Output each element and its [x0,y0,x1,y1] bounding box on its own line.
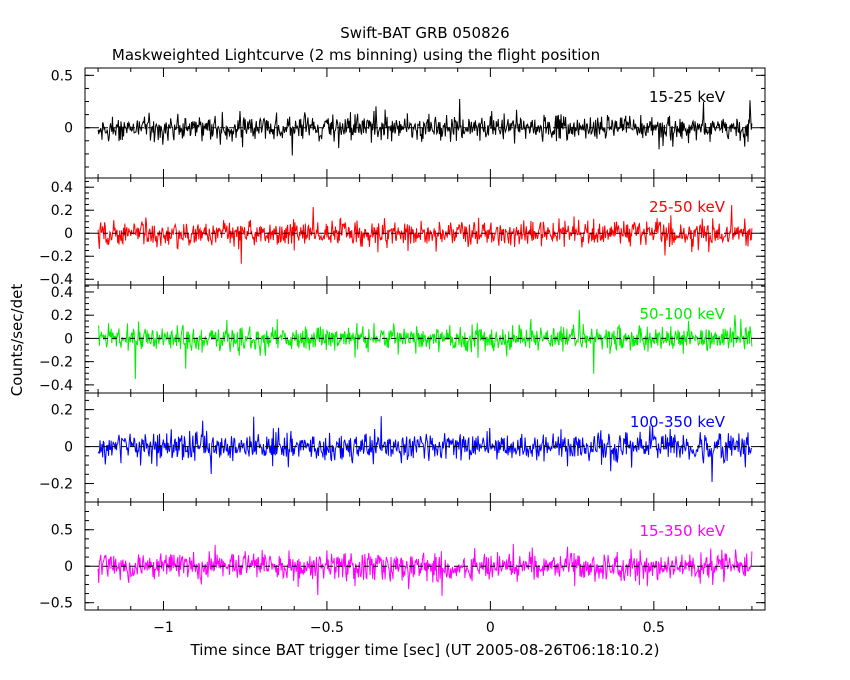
panel-label-5: 15-350 keV [639,522,725,540]
y-tick-label: −0.5 [39,596,73,612]
chart-title: Swift-BAT GRB 050826 [340,24,509,42]
panel-2: −0.4 −0.2 0 0.2 0.4 25-50 keV [39,177,766,288]
series-line-panel-4 [97,416,753,483]
x-axis-label: Time since BAT trigger time [sec] (UT 20… [190,641,660,659]
panel-label-4: 100-350 keV [630,413,726,431]
y-tick-label: 0 [64,331,73,347]
series-line-panel-3 [97,309,753,380]
x-axis: −1 −0.5 0 0.5 [153,620,665,636]
y-tick-label: −0.2 [39,477,73,493]
y-tick-label: 0.2 [51,403,73,419]
y-tick-label: −0.2 [39,355,73,371]
x-tick-label: 0.5 [643,620,665,636]
y-tick-label: 0.2 [51,203,73,219]
x-tick-label: −1 [153,620,174,636]
panel-label-2: 25-50 keV [649,198,726,216]
y-tick-label: 0 [64,226,73,242]
y-tick-label: −0.4 [39,272,73,288]
y-tick-label: 0.4 [51,285,73,301]
panels-group: 00.515-25 keV−0.4−0.200.20.425-50 keV−0.… [39,67,766,612]
panel-label-1: 15-25 keV [649,88,726,106]
y-tick-label: 0 [64,121,73,137]
series-line-panel-5 [97,543,753,596]
y-tick-label: 0.5 [51,68,73,84]
y-tick-label: 0 [64,440,73,456]
y-tick-label: 0.2 [51,308,73,324]
y-axis-label: Counts/sec/det [8,284,26,397]
series-line-panel-1 [97,98,753,156]
y-tick-label: −0.2 [39,249,73,265]
y-tick-label: 0 [64,559,73,575]
panel-5: −0.5 0 0.5 15-350 keV [39,501,766,612]
chart-subtitle: Maskweighted Lightcurve (2 ms binning) u… [112,46,600,64]
y-tick-label: 0.5 [51,523,73,539]
y-tick-label: −0.4 [39,378,73,394]
y-tick-label: 0.4 [51,180,73,196]
series-line-panel-2 [97,204,753,264]
panel-label-3: 50-100 keV [639,305,725,323]
panel-3: −0.4 −0.2 0 0.2 0.4 50-100 keV [39,284,766,394]
x-tick-label: −0.5 [310,620,344,636]
x-tick-label: 0 [486,620,495,636]
